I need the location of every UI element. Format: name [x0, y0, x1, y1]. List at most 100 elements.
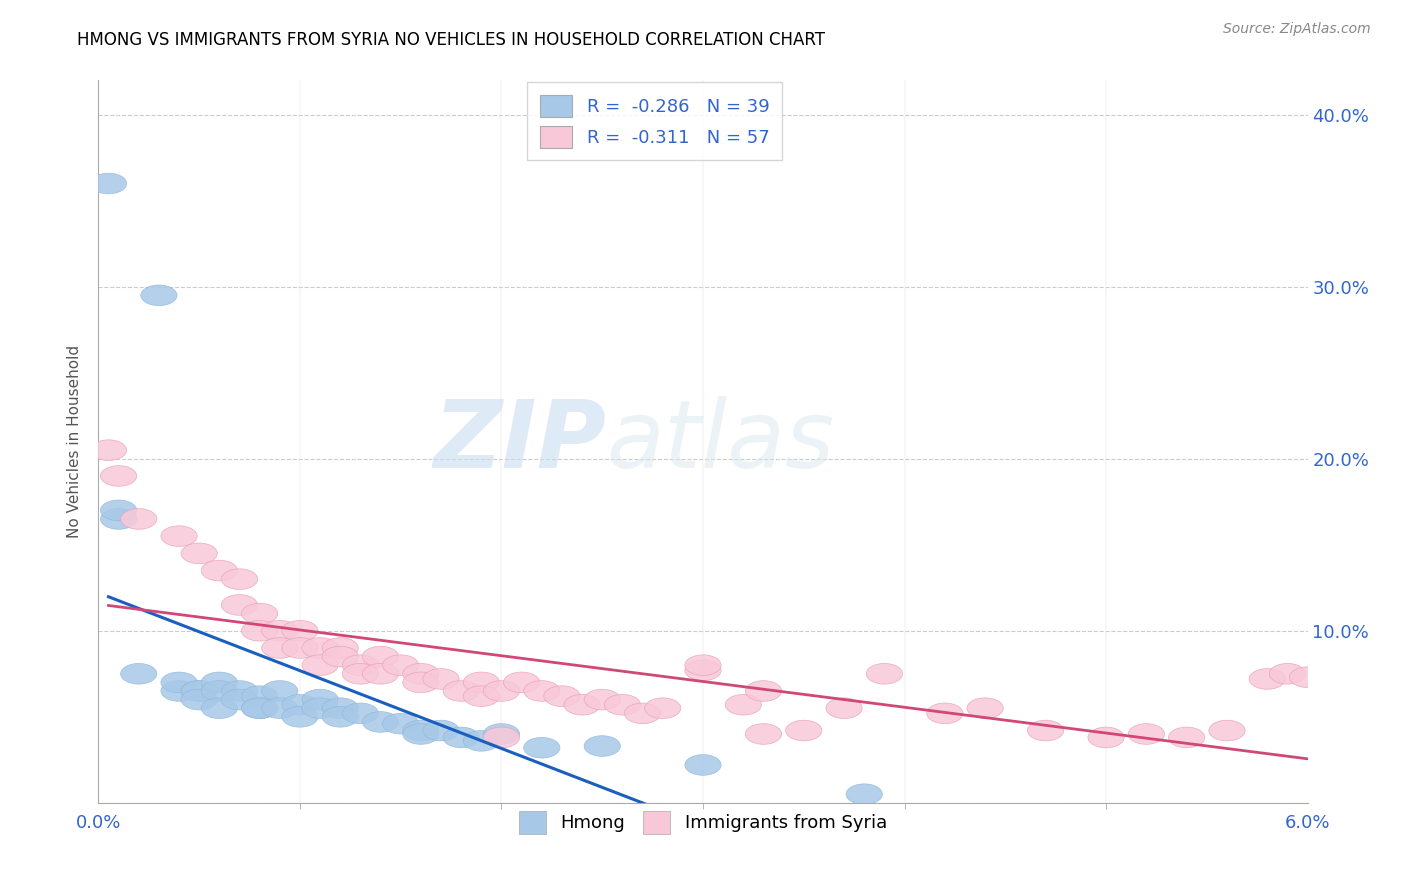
Ellipse shape: [262, 681, 298, 701]
Ellipse shape: [745, 723, 782, 744]
Ellipse shape: [262, 621, 298, 641]
Ellipse shape: [121, 508, 157, 529]
Ellipse shape: [201, 681, 238, 701]
Ellipse shape: [281, 621, 318, 641]
Ellipse shape: [302, 638, 339, 658]
Ellipse shape: [1289, 667, 1326, 688]
Ellipse shape: [262, 638, 298, 658]
Ellipse shape: [201, 672, 238, 693]
Ellipse shape: [624, 703, 661, 723]
Ellipse shape: [242, 698, 278, 719]
Ellipse shape: [725, 694, 762, 715]
Ellipse shape: [302, 698, 339, 719]
Ellipse shape: [90, 440, 127, 460]
Ellipse shape: [463, 731, 499, 751]
Ellipse shape: [181, 690, 218, 710]
Y-axis label: No Vehicles in Household: No Vehicles in Household: [67, 345, 83, 538]
Text: Source: ZipAtlas.com: Source: ZipAtlas.com: [1223, 22, 1371, 37]
Ellipse shape: [221, 569, 257, 590]
Ellipse shape: [181, 543, 218, 564]
Ellipse shape: [825, 698, 862, 719]
Text: HMONG VS IMMIGRANTS FROM SYRIA NO VEHICLES IN HOUSEHOLD CORRELATION CHART: HMONG VS IMMIGRANTS FROM SYRIA NO VEHICL…: [77, 31, 825, 49]
Ellipse shape: [927, 703, 963, 723]
Ellipse shape: [484, 727, 520, 747]
Ellipse shape: [382, 655, 419, 675]
Ellipse shape: [100, 500, 136, 521]
Ellipse shape: [221, 681, 257, 701]
Ellipse shape: [745, 681, 782, 701]
Ellipse shape: [342, 703, 378, 723]
Ellipse shape: [100, 466, 136, 486]
Ellipse shape: [201, 698, 238, 719]
Ellipse shape: [181, 681, 218, 701]
Ellipse shape: [503, 672, 540, 693]
Text: ZIP: ZIP: [433, 395, 606, 488]
Ellipse shape: [342, 664, 378, 684]
Text: atlas: atlas: [606, 396, 835, 487]
Ellipse shape: [423, 669, 460, 690]
Ellipse shape: [242, 621, 278, 641]
Ellipse shape: [583, 690, 620, 710]
Ellipse shape: [121, 664, 157, 684]
Ellipse shape: [322, 638, 359, 658]
Ellipse shape: [967, 698, 1004, 719]
Ellipse shape: [463, 686, 499, 706]
Ellipse shape: [302, 690, 339, 710]
Ellipse shape: [100, 508, 136, 529]
Ellipse shape: [1270, 664, 1306, 684]
Ellipse shape: [181, 681, 218, 701]
Ellipse shape: [281, 706, 318, 727]
Legend: Hmong, Immigrants from Syria: Hmong, Immigrants from Syria: [512, 805, 894, 841]
Ellipse shape: [786, 720, 823, 741]
Ellipse shape: [160, 681, 197, 701]
Ellipse shape: [221, 690, 257, 710]
Ellipse shape: [322, 646, 359, 667]
Ellipse shape: [382, 714, 419, 734]
Ellipse shape: [242, 698, 278, 719]
Ellipse shape: [463, 672, 499, 693]
Ellipse shape: [644, 698, 681, 719]
Ellipse shape: [846, 784, 883, 805]
Ellipse shape: [685, 660, 721, 681]
Ellipse shape: [221, 595, 257, 615]
Ellipse shape: [342, 655, 378, 675]
Ellipse shape: [443, 727, 479, 747]
Ellipse shape: [1209, 720, 1246, 741]
Ellipse shape: [605, 694, 641, 715]
Ellipse shape: [402, 672, 439, 693]
Ellipse shape: [281, 694, 318, 715]
Ellipse shape: [262, 698, 298, 719]
Ellipse shape: [1088, 727, 1125, 747]
Ellipse shape: [484, 723, 520, 744]
Ellipse shape: [363, 646, 399, 667]
Ellipse shape: [583, 736, 620, 756]
Ellipse shape: [564, 694, 600, 715]
Ellipse shape: [402, 723, 439, 744]
Ellipse shape: [363, 664, 399, 684]
Ellipse shape: [1168, 727, 1205, 747]
Ellipse shape: [1028, 720, 1064, 741]
Ellipse shape: [544, 686, 581, 706]
Ellipse shape: [1249, 669, 1285, 690]
Ellipse shape: [685, 755, 721, 775]
Ellipse shape: [523, 681, 560, 701]
Ellipse shape: [281, 638, 318, 658]
Ellipse shape: [242, 686, 278, 706]
Ellipse shape: [322, 698, 359, 719]
Ellipse shape: [484, 681, 520, 701]
Ellipse shape: [866, 664, 903, 684]
Ellipse shape: [402, 720, 439, 741]
Ellipse shape: [90, 173, 127, 194]
Ellipse shape: [302, 655, 339, 675]
Ellipse shape: [363, 712, 399, 732]
Ellipse shape: [141, 285, 177, 306]
Ellipse shape: [443, 681, 479, 701]
Ellipse shape: [160, 672, 197, 693]
Ellipse shape: [160, 526, 197, 547]
Ellipse shape: [201, 560, 238, 581]
Ellipse shape: [322, 706, 359, 727]
Ellipse shape: [402, 664, 439, 684]
Ellipse shape: [423, 720, 460, 741]
Ellipse shape: [523, 738, 560, 758]
Ellipse shape: [1128, 723, 1164, 744]
